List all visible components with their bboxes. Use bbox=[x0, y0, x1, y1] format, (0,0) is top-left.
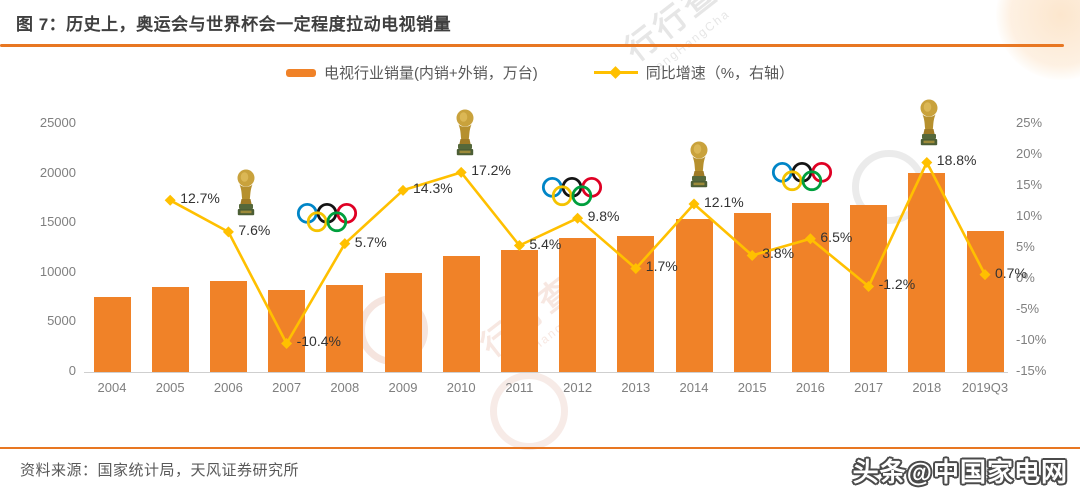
right-axis-tick: 0% bbox=[1016, 270, 1035, 285]
x-axis-label-2013: 2013 bbox=[621, 380, 651, 395]
left-axis-tick: 20000 bbox=[39, 164, 76, 180]
x-axis-label-2016: 2016 bbox=[795, 380, 825, 395]
sales-bar-2014 bbox=[675, 219, 713, 372]
right-axis-tick: 15% bbox=[1016, 177, 1043, 192]
right-axis-tick: 10% bbox=[1016, 208, 1043, 223]
growth-label-2014: 12.1% bbox=[704, 193, 744, 210]
growth-point-2006 bbox=[222, 226, 234, 238]
footer-divider bbox=[0, 447, 1080, 449]
x-axis-label-2006: 2006 bbox=[213, 380, 243, 395]
diamond-marker-icon bbox=[608, 65, 622, 79]
legend-growth-label: 同比增速（%，右轴） bbox=[645, 65, 795, 82]
world-cup-annotation-2014 bbox=[687, 140, 711, 197]
x-axis-label-2014: 2014 bbox=[679, 380, 709, 395]
sales-bar-2012 bbox=[559, 237, 597, 372]
sales-bar-2009 bbox=[384, 273, 422, 372]
world-cup-trophy-icon bbox=[456, 109, 474, 156]
x-axis-label-2011: 2011 bbox=[505, 380, 534, 395]
growth-label-2013: 1.7% bbox=[645, 258, 678, 275]
growth-point-2010 bbox=[455, 166, 467, 178]
x-axis-label-2009: 2009 bbox=[388, 380, 418, 395]
line-swatch-icon bbox=[593, 65, 638, 79]
world-cup-trophy-icon bbox=[237, 169, 255, 216]
olympics-annotation-2008 bbox=[296, 202, 358, 239]
x-axis-label-2019Q3: 2019Q3 bbox=[961, 380, 1009, 395]
growth-label-2012: 9.8% bbox=[587, 208, 620, 225]
left-axis-tick: 5000 bbox=[47, 313, 76, 329]
left-axis-tick: 0 bbox=[68, 363, 76, 378]
sales-bar-2008 bbox=[326, 285, 364, 372]
growth-label-2009: 14.3% bbox=[413, 180, 453, 197]
x-axis-label-2015: 2015 bbox=[737, 380, 767, 395]
olympic-rings-icon bbox=[772, 161, 833, 191]
olympics-annotation-2016 bbox=[771, 161, 833, 198]
right-axis-tick: 20% bbox=[1016, 146, 1043, 161]
x-axis-label-2012: 2012 bbox=[563, 380, 593, 395]
bar-swatch-icon bbox=[285, 68, 316, 77]
left-axis-tick: 25000 bbox=[39, 115, 76, 130]
left-axis-tick: 15000 bbox=[39, 214, 76, 230]
growth-label-2005: 12.7% bbox=[180, 190, 220, 207]
x-axis-label-2008: 2008 bbox=[330, 380, 360, 395]
sales-bar-2006 bbox=[209, 280, 247, 372]
olympic-rings-icon bbox=[296, 202, 357, 232]
sales-bar-2005 bbox=[151, 287, 189, 372]
x-axis-label-2005: 2005 bbox=[155, 380, 185, 395]
world-cup-trophy-icon bbox=[920, 99, 938, 146]
x-axis-label-2010: 2010 bbox=[446, 380, 476, 395]
growth-label-2008: 5.7% bbox=[354, 233, 387, 250]
sales-bar-2011 bbox=[500, 249, 538, 372]
olympic-rings-icon bbox=[541, 177, 602, 207]
growth-label-2007: -10.4% bbox=[296, 333, 341, 350]
sales-bar-2007 bbox=[268, 290, 306, 372]
legend-item-growth: 同比增速（%，右轴） bbox=[593, 62, 795, 83]
growth-point-2012 bbox=[572, 212, 584, 224]
sales-bar-2004 bbox=[93, 296, 131, 372]
right-axis-tick: -5% bbox=[1016, 301, 1040, 316]
growth-label-2016: 6.5% bbox=[820, 228, 853, 245]
world-cup-trophy-icon bbox=[690, 141, 708, 188]
x-axis-label-2018: 2018 bbox=[912, 380, 942, 395]
growth-point-2018 bbox=[921, 156, 933, 168]
growth-label-2019Q3: 0.7% bbox=[995, 264, 1027, 281]
sales-bar-2019Q3 bbox=[966, 230, 1004, 372]
left-axis-tick: 10000 bbox=[39, 263, 76, 279]
legend-item-sales: 电视行业销量(内销+外销，万台) bbox=[285, 62, 538, 83]
figure-title: 图 7：历史上，奥运会与世界杯会一定程度拉动电视销量 bbox=[16, 15, 452, 34]
x-axis-label-2017: 2017 bbox=[854, 380, 884, 395]
x-axis-line bbox=[84, 372, 1008, 373]
world-cup-annotation-2010 bbox=[453, 108, 477, 165]
growth-label-2017: -1.2% bbox=[878, 276, 916, 293]
world-cup-annotation-2018 bbox=[917, 98, 941, 155]
growth-point-2008 bbox=[339, 238, 351, 250]
growth-point-2009 bbox=[397, 184, 409, 196]
title-divider bbox=[0, 44, 1064, 47]
sales-bar-2015 bbox=[733, 213, 771, 372]
x-axis-label-2004: 2004 bbox=[97, 380, 127, 395]
right-axis-tick: 5% bbox=[1016, 239, 1035, 254]
legend-sales-label: 电视行业销量(内销+外销，万台) bbox=[323, 65, 538, 82]
growth-label-2018: 18.8% bbox=[936, 152, 977, 169]
publisher-watermark: 头条@中国家电网 bbox=[852, 457, 1068, 487]
data-source-note: 资料来源：国家统计局，天风证券研究所 bbox=[20, 462, 300, 479]
right-axis-tick: -15% bbox=[1016, 363, 1047, 378]
growth-label-2015: 3.8% bbox=[762, 245, 795, 262]
growth-point-2014 bbox=[688, 198, 700, 210]
growth-label-2011: 5.4% bbox=[529, 235, 562, 252]
growth-label-2006: 7.6% bbox=[238, 221, 271, 238]
growth-point-2005 bbox=[164, 194, 176, 206]
world-cup-annotation-2006 bbox=[234, 168, 258, 225]
x-axis-label-2007: 2007 bbox=[272, 380, 302, 395]
growth-label-2010: 17.2% bbox=[471, 162, 511, 179]
sales-bar-2018 bbox=[908, 173, 946, 372]
right-axis-tick: 25% bbox=[1016, 115, 1043, 130]
sales-bar-2010 bbox=[442, 256, 480, 372]
chart-legend: 电视行业销量(内销+外销，万台) 同比增速（%，右轴） bbox=[0, 62, 1080, 83]
sales-bar-2013 bbox=[617, 235, 655, 372]
right-axis-tick: -10% bbox=[1016, 332, 1047, 347]
